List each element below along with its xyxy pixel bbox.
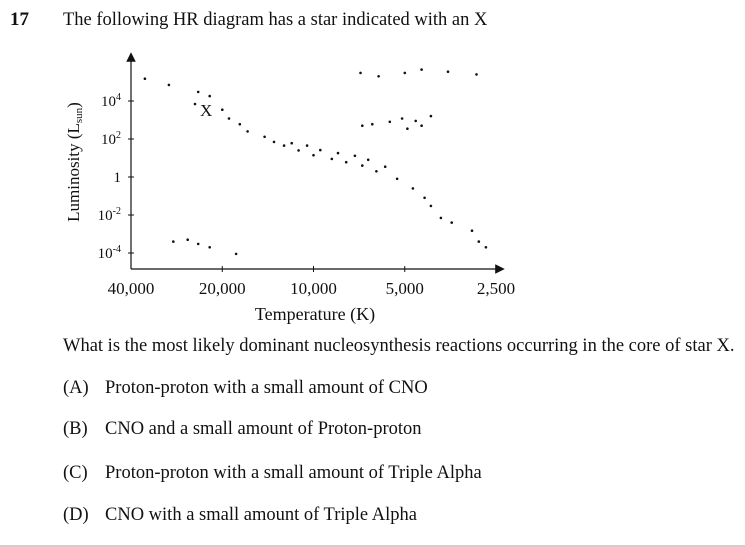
x-tick-label: 40,000 — [108, 279, 155, 298]
star-point — [366, 158, 370, 162]
star-point — [297, 149, 300, 152]
y-tick-label: 104 — [101, 92, 121, 110]
star-point — [414, 119, 418, 123]
star-point — [196, 90, 200, 94]
option-b[interactable]: (B) CNO and a small amount of Proton-prot… — [63, 419, 422, 440]
star-point — [477, 240, 481, 243]
x-tick-label: 20,000 — [199, 279, 246, 298]
star-x-point — [193, 102, 197, 106]
star-point — [423, 196, 426, 200]
star-point — [282, 144, 286, 147]
star-point — [403, 71, 407, 75]
star-point — [420, 124, 423, 127]
option-c[interactable]: (C) Proton-proton with a small amount of … — [63, 463, 482, 484]
star-point — [406, 127, 409, 130]
star-point — [395, 177, 399, 181]
star-point — [143, 77, 147, 80]
star-point — [208, 94, 211, 98]
star-point — [420, 68, 423, 71]
x-axis-label: Temperature (K) — [255, 304, 375, 325]
star-point — [411, 187, 415, 190]
star-point — [429, 204, 433, 208]
star-point — [246, 130, 249, 133]
star-point — [167, 83, 171, 87]
hr-diagram: 104 102 1 10-2 10-4 40,000 20,000 10,000 5,000 2… — [64, 52, 515, 325]
star-point — [312, 153, 315, 157]
star-point — [263, 135, 266, 139]
star-point — [429, 114, 433, 118]
y-tick-label: 1 — [114, 170, 122, 186]
star-point — [319, 148, 322, 152]
option-text: Proton-proton with a small amount of Tri… — [105, 463, 482, 483]
star-point — [383, 165, 387, 168]
star-point — [172, 240, 175, 243]
star-point — [186, 238, 189, 241]
star-point — [336, 151, 340, 155]
option-text: Proton-proton with a small amount of CNO — [105, 378, 428, 398]
star-point — [375, 170, 378, 173]
option-letter: (A) — [63, 378, 89, 398]
option-letter: (B) — [63, 419, 88, 439]
star-point — [272, 140, 276, 144]
x-tick-label: 5,000 — [386, 279, 424, 298]
star-point — [208, 246, 211, 249]
question-number: 17 — [10, 9, 29, 30]
star-point — [234, 252, 238, 256]
star-point — [221, 108, 224, 111]
y-tick-label: 10-2 — [98, 206, 121, 224]
star-point — [290, 141, 294, 145]
star-point — [377, 75, 380, 78]
star-point — [475, 73, 478, 76]
star-point — [371, 122, 374, 126]
option-text: CNO with a small amount of Triple Alpha — [105, 505, 417, 525]
bottom-divider — [0, 545, 745, 547]
x-tick-label: 2,500 — [477, 279, 515, 298]
option-a[interactable]: (A) Proton-proton with a small amount of … — [63, 378, 428, 399]
star-point — [353, 154, 357, 158]
star-point — [400, 117, 404, 120]
option-text: CNO and a small amount of Proton-proton — [105, 419, 422, 439]
star-point — [359, 71, 362, 75]
question-prompt: What is the most likely dominant nucleos… — [63, 336, 735, 356]
star-point — [388, 120, 392, 124]
question-stem: The following HR diagram has a star indi… — [63, 10, 488, 30]
star-point — [344, 160, 348, 164]
star-point — [450, 221, 454, 224]
star-point — [361, 124, 364, 127]
option-letter: (D) — [63, 505, 89, 525]
x-tick-label: 10,000 — [290, 279, 337, 298]
y-axis-label: Luminosity (Lsun) — [64, 102, 85, 222]
star-point — [238, 122, 242, 126]
star-point — [196, 242, 200, 246]
y-tick-label: 10-4 — [98, 244, 121, 262]
option-letter: (C) — [63, 463, 88, 483]
star-point — [227, 117, 231, 120]
star-point — [305, 144, 309, 147]
y-tick-label: 102 — [101, 130, 121, 148]
star-point — [470, 229, 474, 232]
star-point — [361, 164, 364, 167]
star-point — [330, 157, 334, 161]
star-point — [439, 216, 443, 220]
star-x-label: X — [200, 101, 212, 120]
star-point — [484, 246, 488, 249]
option-d[interactable]: (D) CNO with a small amount of Triple Alp… — [63, 505, 417, 526]
star-point — [446, 70, 450, 73]
